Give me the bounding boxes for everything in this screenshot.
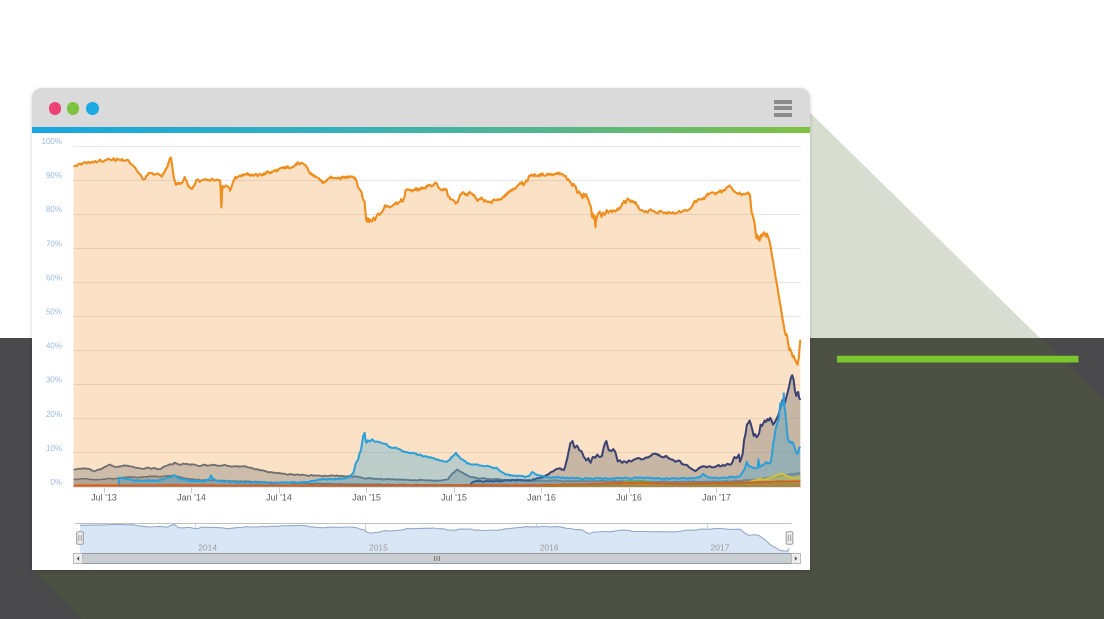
svg-text:40%: 40% xyxy=(46,342,62,351)
svg-text:Jan '16: Jan '16 xyxy=(527,493,556,503)
svg-text:Jul '13: Jul '13 xyxy=(91,493,117,503)
svg-text:Jan '15: Jan '15 xyxy=(352,493,381,503)
svg-text:Jan '17: Jan '17 xyxy=(702,493,731,503)
svg-text:2015: 2015 xyxy=(369,543,388,553)
svg-text:80%: 80% xyxy=(46,205,62,214)
svg-text:2017: 2017 xyxy=(711,543,730,553)
svg-text:2014: 2014 xyxy=(198,543,217,553)
svg-text:100%: 100% xyxy=(42,137,62,146)
svg-text:0%: 0% xyxy=(50,478,62,487)
svg-text:Jul '14: Jul '14 xyxy=(266,493,292,503)
svg-text:90%: 90% xyxy=(46,171,62,180)
svg-text:50%: 50% xyxy=(46,308,62,317)
svg-text:20%: 20% xyxy=(46,410,62,419)
svg-text:Jan '14: Jan '14 xyxy=(177,493,206,503)
svg-text:2016: 2016 xyxy=(540,543,559,553)
svg-text:60%: 60% xyxy=(46,273,62,282)
svg-text:Jul '15: Jul '15 xyxy=(441,493,467,503)
svg-text:10%: 10% xyxy=(46,444,62,453)
svg-text:30%: 30% xyxy=(46,376,62,385)
svg-text:70%: 70% xyxy=(46,239,62,248)
svg-text:Jul '16: Jul '16 xyxy=(616,493,642,503)
